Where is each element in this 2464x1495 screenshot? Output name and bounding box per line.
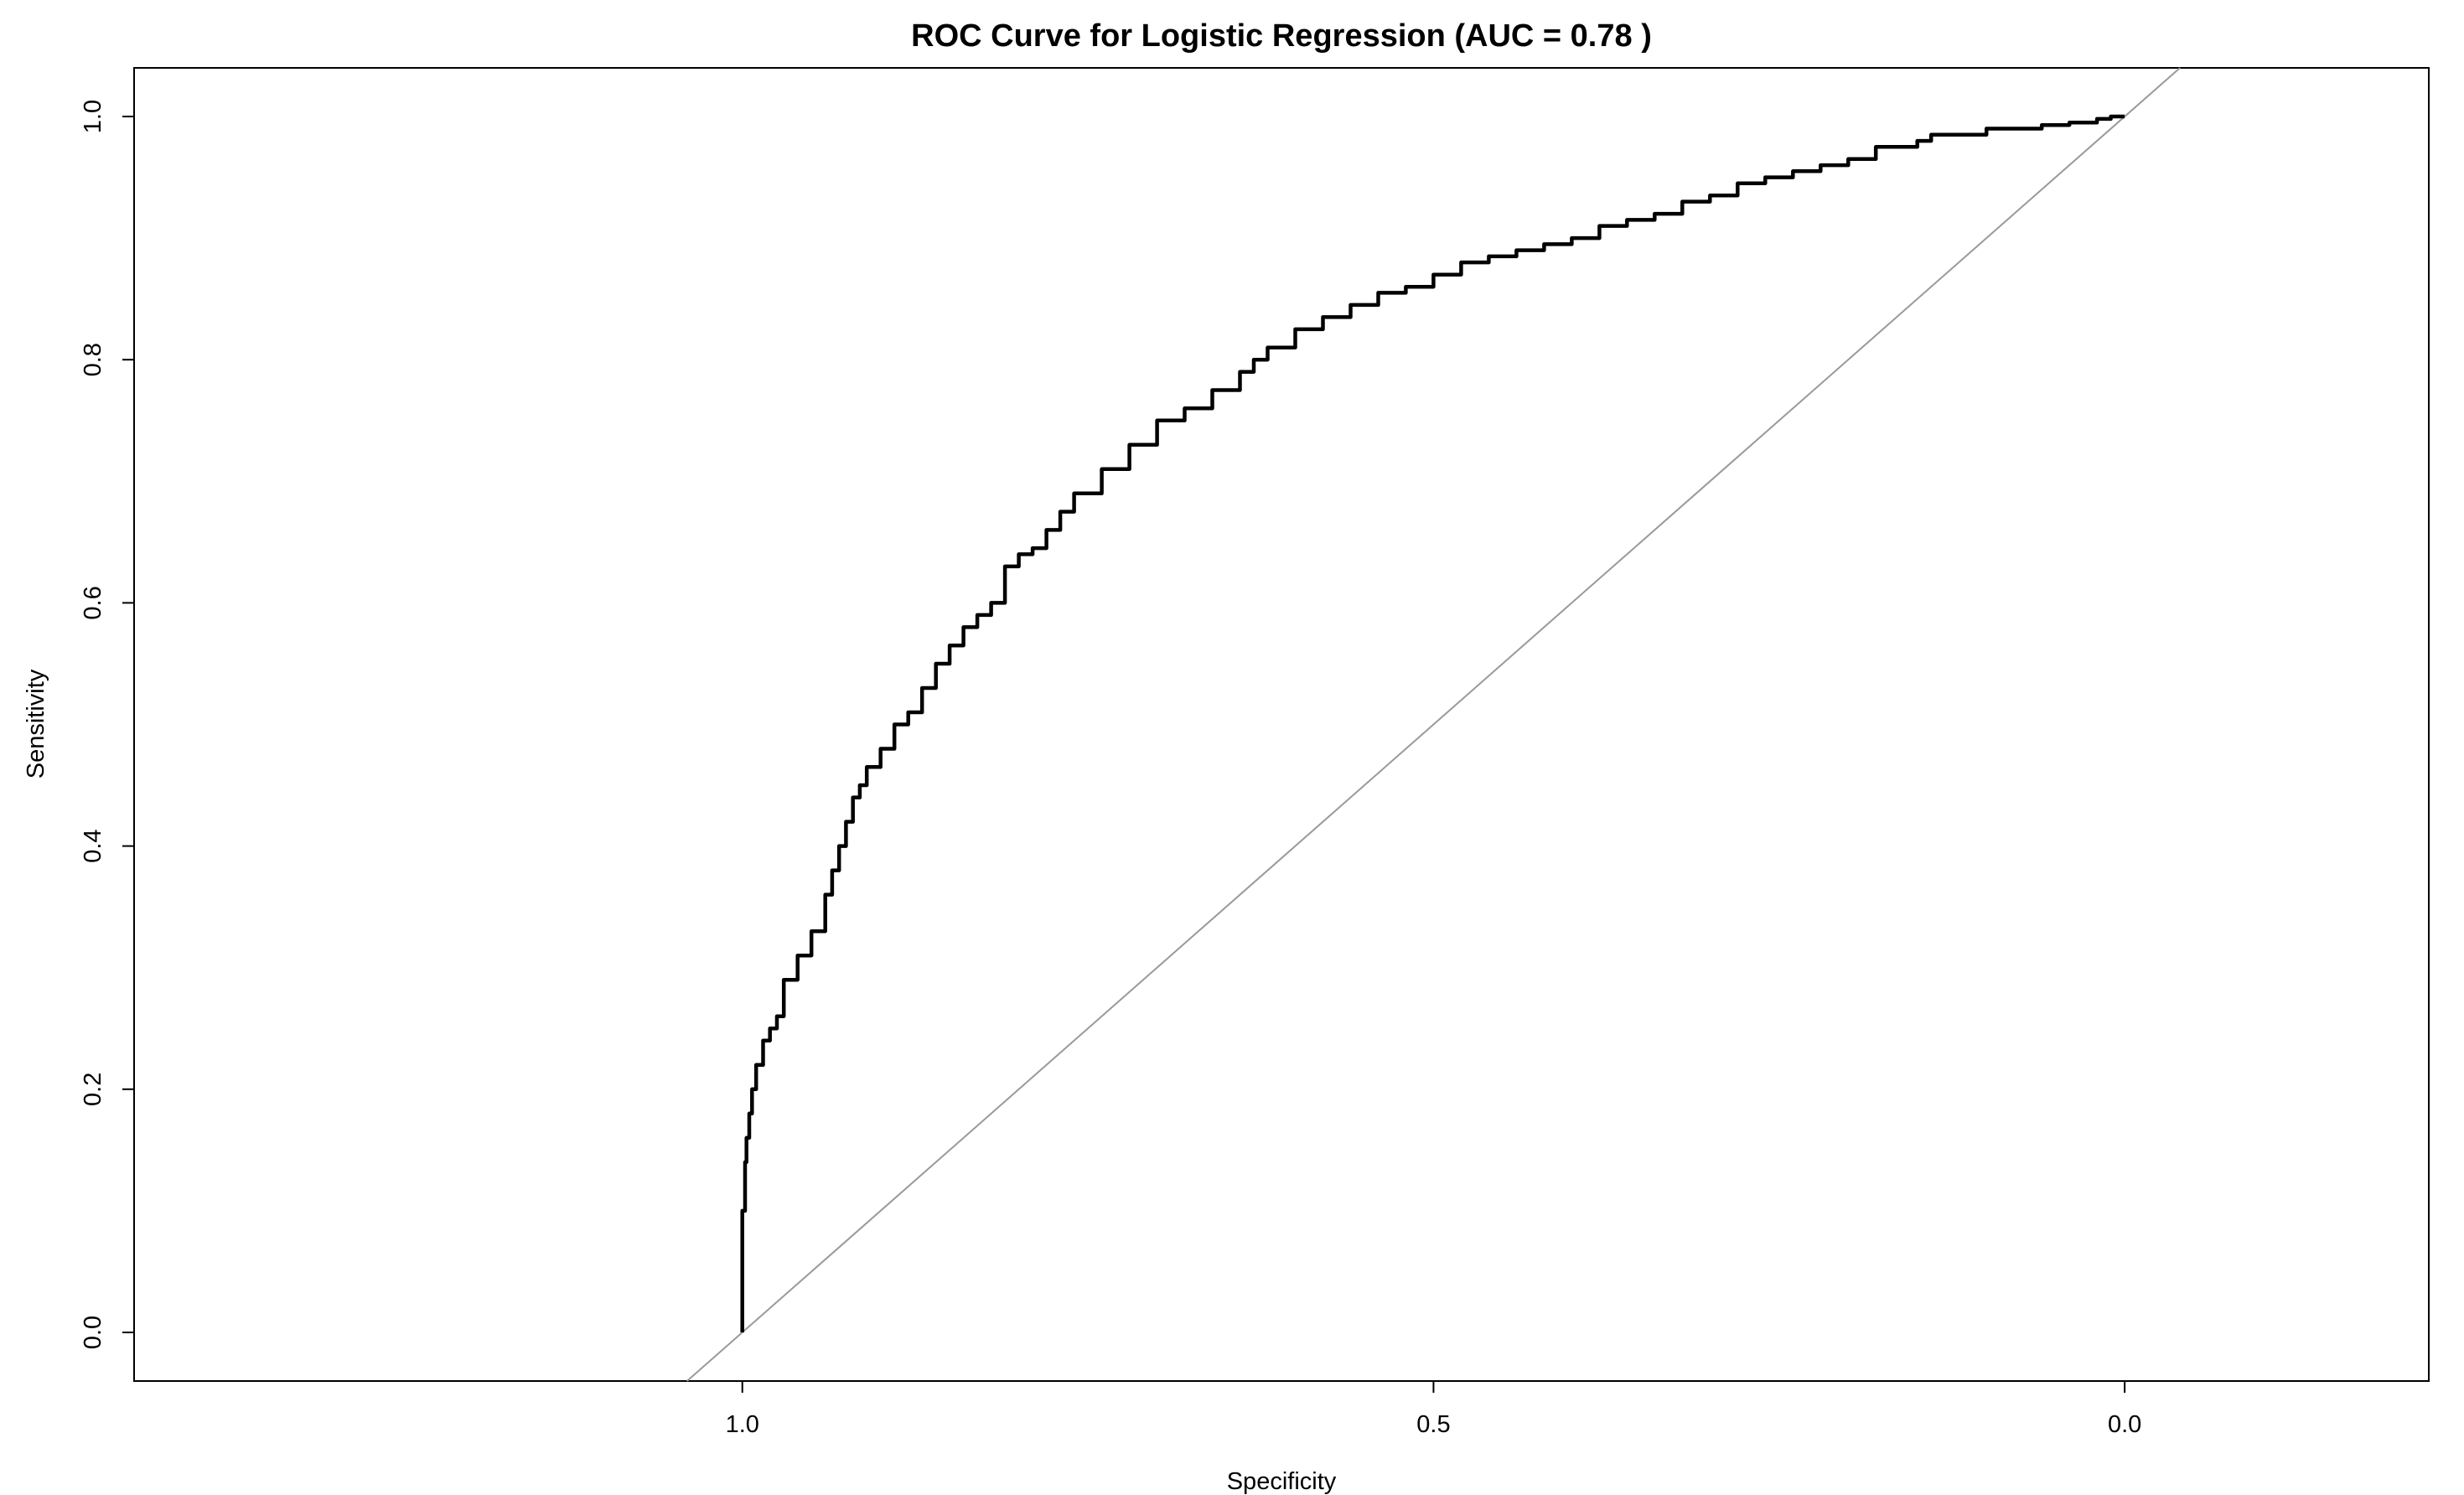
x-tick-label: 1.0 — [726, 1411, 759, 1438]
series-layer — [686, 67, 2181, 1382]
reference-diagonal-line — [686, 67, 2181, 1382]
chart-title: ROC Curve for Logistic Regression (AUC =… — [911, 18, 1652, 54]
plot-frame — [133, 67, 2430, 1382]
y-axis: 0.0 0.2 0.4 0.6 0.8 1.0 — [80, 100, 135, 1349]
x-axis: 1.0 0.5 0.0 — [726, 1380, 2141, 1438]
y-axis-title: Sensitivity — [23, 669, 49, 779]
x-axis-title: Specificity — [1227, 1468, 1337, 1495]
y-tick-label: 0.0 — [80, 1316, 106, 1349]
y-tick-label: 0.2 — [80, 1073, 106, 1106]
roc-curve-line — [740, 114, 2125, 1332]
x-tick-label: 0.5 — [1416, 1411, 1450, 1438]
y-tick-label: 0.4 — [80, 829, 106, 862]
y-tick-label: 1.0 — [80, 100, 106, 133]
x-tick-label: 0.0 — [2108, 1411, 2141, 1438]
y-tick-label: 0.8 — [80, 343, 106, 376]
y-tick-label: 0.6 — [80, 586, 106, 619]
